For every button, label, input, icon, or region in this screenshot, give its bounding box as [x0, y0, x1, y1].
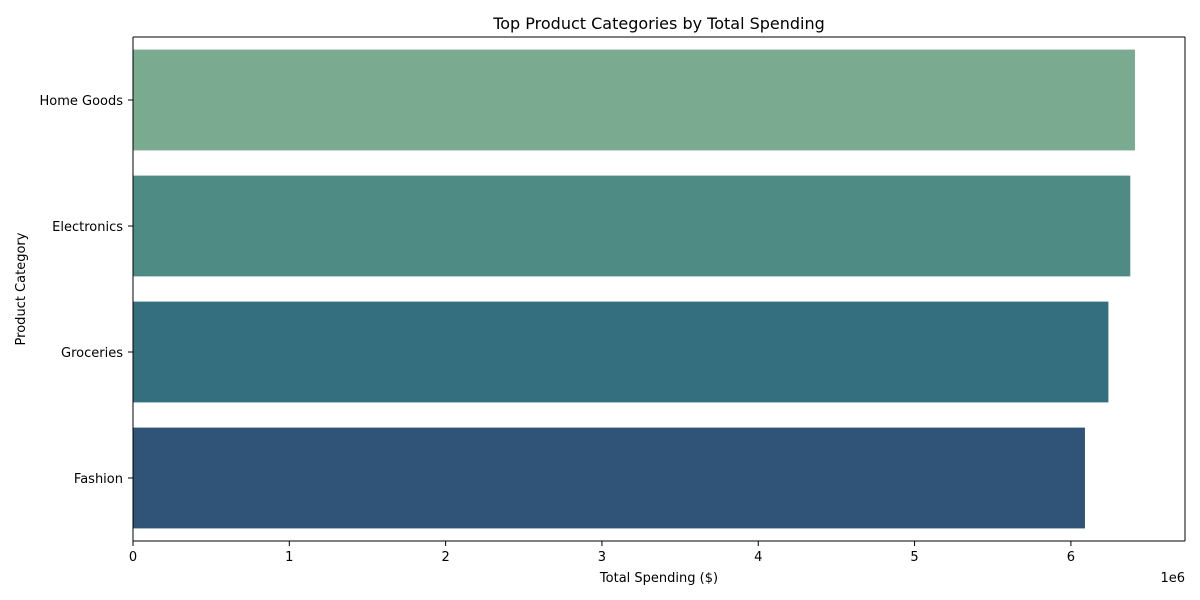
x-tick-label: 1	[285, 550, 293, 565]
x-tick-label: 5	[910, 550, 918, 565]
x-axis-label: Total Spending ($)	[599, 571, 718, 586]
y-tick-label: Groceries	[61, 346, 123, 361]
y-tick-label: Fashion	[74, 472, 123, 487]
x-tick-label: 0	[129, 550, 137, 565]
bars-group	[133, 49, 1135, 529]
y-tick-label: Electronics	[52, 220, 123, 235]
bar-home-goods	[133, 49, 1135, 151]
y-axis-label: Product Category	[14, 232, 29, 345]
x-tick-label: 2	[441, 550, 449, 565]
x-tick-label: 3	[598, 550, 606, 565]
axes-spines	[132, 36, 1186, 542]
x-axis-ticks: 0 1 2 3 4 5 6	[129, 541, 1075, 565]
x-offset-label: 1e6	[1160, 571, 1185, 586]
chart-title: Top Product Categories by Total Spending	[492, 14, 825, 33]
x-tick-label: 4	[754, 550, 762, 565]
y-axis-ticks: Home Goods Electronics Groceries Fashion	[39, 94, 133, 487]
y-tick-label: Home Goods	[39, 94, 123, 109]
bar-fashion	[133, 427, 1085, 529]
bar-electronics	[133, 175, 1131, 277]
x-tick-label: 6	[1067, 550, 1075, 565]
bar-groceries	[133, 301, 1109, 403]
